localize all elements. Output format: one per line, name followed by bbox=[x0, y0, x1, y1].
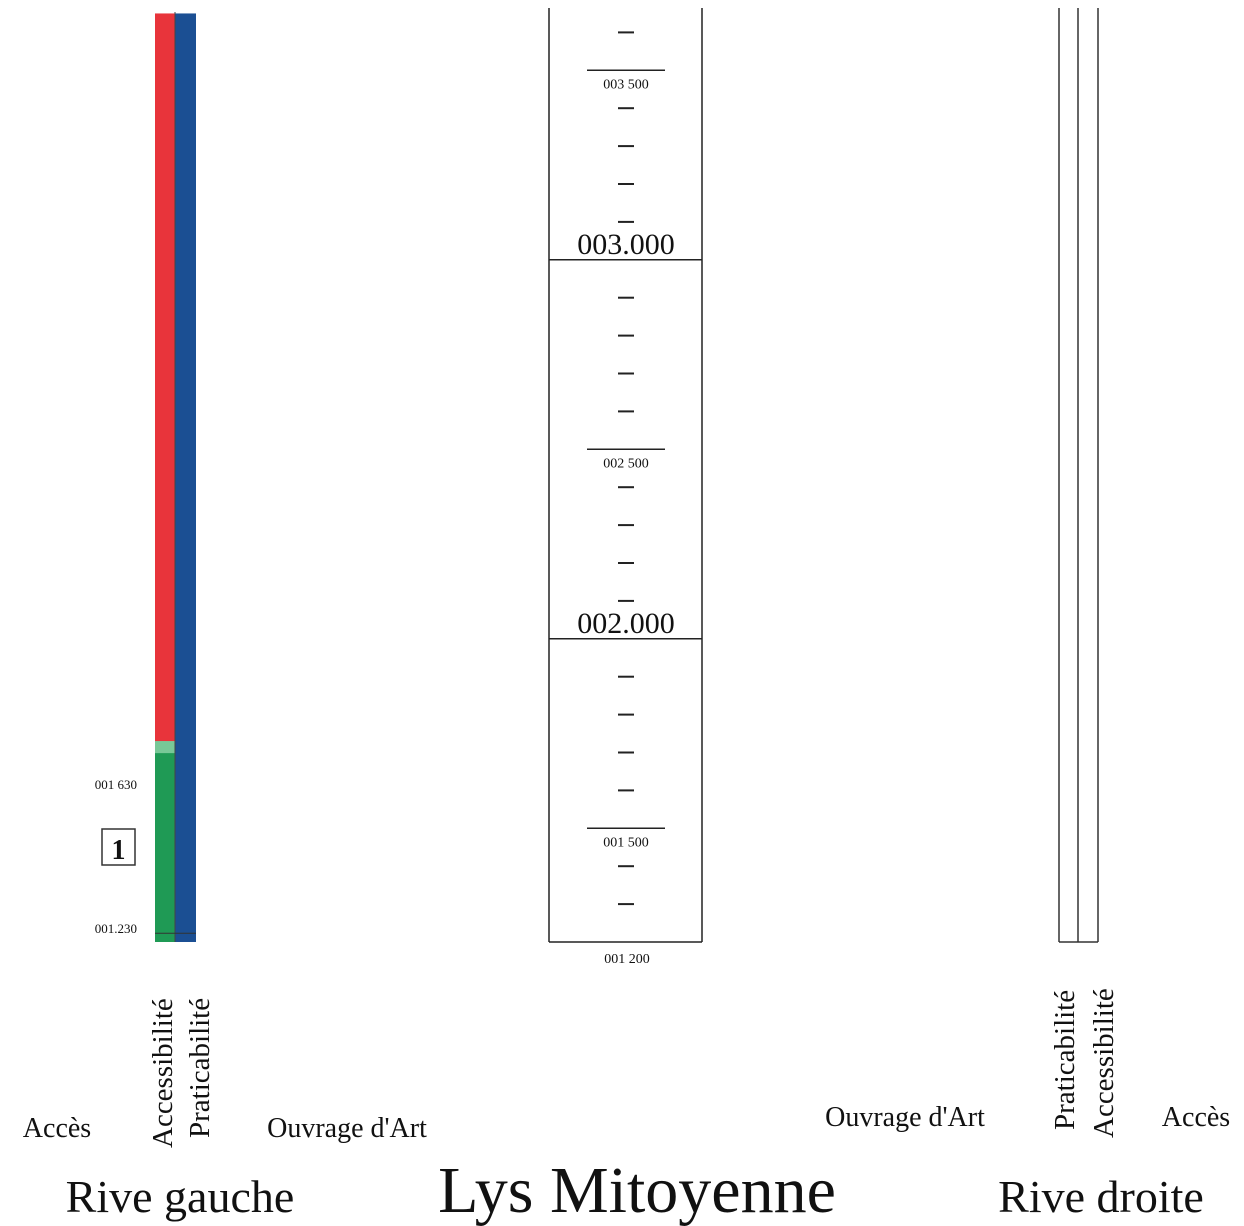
left-km-label-top: 001 630 bbox=[95, 777, 137, 792]
right-bank-label: Rive droite bbox=[998, 1171, 1204, 1222]
right-col-praticabilite: Praticabilité bbox=[1049, 990, 1081, 1130]
right-col-acces: Accès bbox=[1162, 1102, 1230, 1133]
ruler-bottom-label: 001 200 bbox=[604, 952, 650, 967]
left-col-ouvrage: Ouvrage d'Art bbox=[267, 1113, 427, 1144]
section-marker[interactable]: 1 bbox=[101, 828, 136, 866]
praticabilite-segment-blue bbox=[175, 13, 196, 942]
ruler-half-label: 002 500 bbox=[603, 456, 649, 471]
left-col-acces: Accès bbox=[23, 1113, 91, 1144]
section-marker-number: 1 bbox=[112, 835, 126, 866]
ruler-major-label: 002.000 bbox=[577, 607, 675, 640]
left-bank-status-bars bbox=[155, 12, 196, 942]
ruler-half-label: 001 500 bbox=[603, 835, 649, 850]
right-bank-status-bars bbox=[1058, 8, 1099, 943]
ruler-half-label: 003 500 bbox=[603, 77, 649, 92]
right-col-ouvrage: Ouvrage d'Art bbox=[825, 1102, 985, 1133]
right-col-accessibilite: Accessibilité bbox=[1088, 988, 1120, 1138]
accessibilite-segment-red bbox=[155, 13, 175, 742]
accessibilite-transition-band bbox=[155, 741, 175, 754]
left-col-praticabilite: Praticabilité bbox=[184, 998, 216, 1138]
left-km-label-bottom: 001.230 bbox=[95, 921, 137, 936]
accessibilite-segment-green bbox=[155, 741, 175, 942]
river-ruler: 002.000 003.000 001 500 002 500 003 500 001 … bbox=[548, 8, 703, 967]
left-col-accessibilite: Accessibilité bbox=[147, 998, 179, 1148]
ruler-major-label: 003.000 bbox=[577, 228, 675, 261]
left-bank-label: Rive gauche bbox=[66, 1171, 295, 1222]
ruler-ticks bbox=[549, 31, 702, 906]
diagram-title: Lys Mitoyenne bbox=[438, 1154, 836, 1226]
ruler-labels: 002.000 003.000 001 500 002 500 003 500 bbox=[577, 77, 675, 850]
